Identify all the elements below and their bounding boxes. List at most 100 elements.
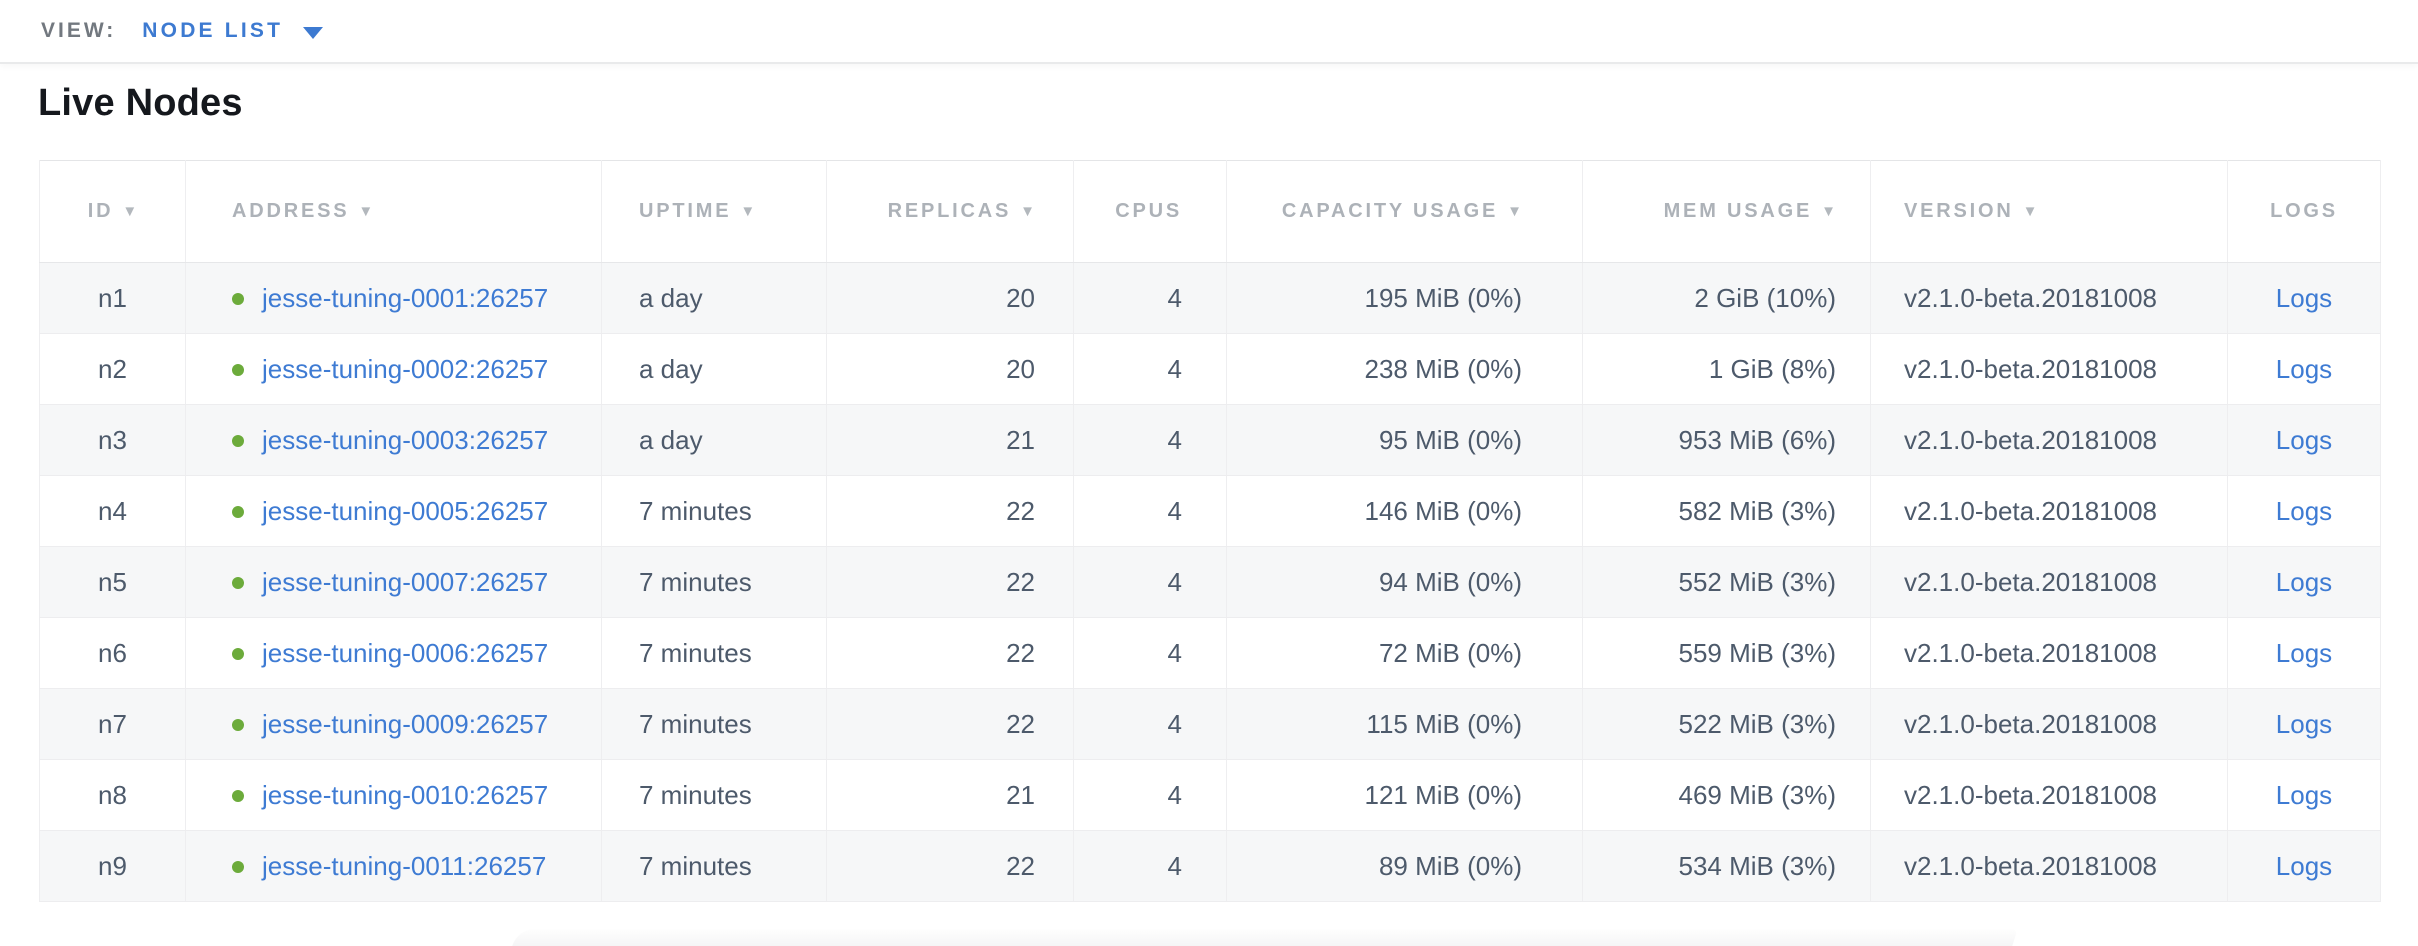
cell-replicas: 22 bbox=[826, 617, 1074, 689]
table-row: n3 jesse-tuning-0003:26257 a day 21 4 95 MiB … bbox=[39, 404, 2381, 476]
cell-uptime: 7 minutes bbox=[601, 759, 827, 831]
node-address-link[interactable]: jesse-tuning-0011:26257 bbox=[262, 850, 547, 881]
column-header-label: CAPACITY USAGE bbox=[1281, 200, 1499, 222]
node-logs-link[interactable]: Logs bbox=[2275, 708, 2333, 739]
cell-replicas: 21 bbox=[826, 759, 1074, 831]
node-logs-link[interactable]: Logs bbox=[2275, 566, 2333, 597]
cell-id: n9 bbox=[39, 830, 186, 902]
column-header-label: UPTIME bbox=[639, 200, 732, 222]
cell-logs: Logs bbox=[2227, 759, 2381, 831]
column-header-id[interactable]: ID ▼ bbox=[39, 160, 186, 263]
cell-uptime: 7 minutes bbox=[601, 475, 827, 547]
cell-address: jesse-tuning-0006:26257 bbox=[185, 617, 602, 689]
node-live-status-icon bbox=[232, 505, 244, 518]
cell-mem: 2 GiB (10%) bbox=[1582, 262, 1871, 334]
node-live-status-icon bbox=[232, 292, 244, 305]
node-address-link[interactable]: jesse-tuning-0010:26257 bbox=[262, 779, 549, 810]
cell-address: jesse-tuning-0001:26257 bbox=[185, 262, 602, 334]
node-logs-link[interactable]: Logs bbox=[2275, 353, 2333, 384]
cell-capacity: 95 MiB (0%) bbox=[1226, 404, 1583, 476]
view-dropdown-value: NODE LIST bbox=[142, 19, 284, 42]
node-live-status-icon bbox=[232, 789, 244, 802]
column-header-cpus: CPUS bbox=[1073, 160, 1227, 263]
table-header-row: ID ▼ ADDRESS ▼ UPTIME ▼ REPLICAS ▼ CPUS CAPACITY … bbox=[39, 160, 2381, 263]
cell-address: jesse-tuning-0005:26257 bbox=[185, 475, 602, 547]
cell-replicas: 21 bbox=[826, 404, 1074, 476]
node-logs-link[interactable]: Logs bbox=[2275, 424, 2333, 455]
cell-uptime: 7 minutes bbox=[601, 830, 827, 902]
sort-arrow-icon: ▼ bbox=[740, 203, 756, 220]
cell-id: n6 bbox=[39, 617, 186, 689]
cell-uptime: 7 minutes bbox=[601, 617, 827, 689]
node-address-link[interactable]: jesse-tuning-0006:26257 bbox=[262, 637, 549, 668]
cell-replicas: 22 bbox=[826, 546, 1074, 618]
node-live-status-icon bbox=[232, 363, 244, 376]
column-header-uptime[interactable]: UPTIME ▼ bbox=[601, 160, 827, 263]
table-row: n8 jesse-tuning-0010:26257 7 minutes 21 4 121… bbox=[39, 759, 2381, 831]
cell-id: n3 bbox=[39, 404, 186, 476]
cell-logs: Logs bbox=[2227, 475, 2381, 547]
column-header-address[interactable]: ADDRESS ▼ bbox=[185, 160, 602, 263]
cell-replicas: 20 bbox=[826, 262, 1074, 334]
node-logs-link[interactable]: Logs bbox=[2275, 850, 2333, 881]
cell-address: jesse-tuning-0009:26257 bbox=[185, 688, 602, 760]
cell-logs: Logs bbox=[2227, 688, 2381, 760]
column-header-label: LOGS bbox=[2270, 200, 2338, 222]
node-logs-link[interactable]: Logs bbox=[2275, 282, 2333, 313]
cell-cpus: 4 bbox=[1073, 262, 1227, 334]
cell-capacity: 238 MiB (0%) bbox=[1226, 333, 1583, 405]
column-header-replicas[interactable]: REPLICAS ▼ bbox=[826, 160, 1074, 263]
cell-mem: 1 GiB (8%) bbox=[1582, 333, 1871, 405]
live-nodes-table: ID ▼ ADDRESS ▼ UPTIME ▼ REPLICAS ▼ CPUS CAPACITY … bbox=[39, 160, 2381, 902]
node-address-link[interactable]: jesse-tuning-0002:26257 bbox=[262, 353, 549, 384]
cell-replicas: 22 bbox=[826, 830, 1074, 902]
cell-mem: 953 MiB (6%) bbox=[1582, 404, 1871, 476]
cell-address: jesse-tuning-0011:26257 bbox=[185, 830, 602, 902]
column-header-mem[interactable]: MEM USAGE ▼ bbox=[1582, 160, 1871, 263]
table-row: n7 jesse-tuning-0009:26257 7 minutes 22 4 115… bbox=[39, 688, 2381, 760]
node-live-status-icon bbox=[232, 434, 244, 447]
sort-arrow-icon: ▼ bbox=[358, 203, 374, 220]
view-label: VIEW: bbox=[41, 19, 117, 42]
node-address-link[interactable]: jesse-tuning-0001:26257 bbox=[262, 282, 549, 313]
node-logs-link[interactable]: Logs bbox=[2275, 779, 2333, 810]
cell-version: v2.1.0-beta.20181008 bbox=[1870, 475, 2228, 547]
cell-logs: Logs bbox=[2227, 333, 2381, 405]
sort-arrow-icon: ▼ bbox=[2022, 203, 2038, 220]
node-address-link[interactable]: jesse-tuning-0003:26257 bbox=[262, 424, 549, 455]
node-address-link[interactable]: jesse-tuning-0005:26257 bbox=[262, 495, 549, 526]
cell-replicas: 22 bbox=[826, 688, 1074, 760]
cell-address: jesse-tuning-0003:26257 bbox=[185, 404, 602, 476]
cell-logs: Logs bbox=[2227, 262, 2381, 334]
cell-uptime: 7 minutes bbox=[601, 546, 827, 618]
cell-cpus: 4 bbox=[1073, 546, 1227, 618]
sort-arrow-icon: ▼ bbox=[1507, 203, 1522, 220]
node-live-status-icon bbox=[232, 647, 244, 660]
column-header-label: ADDRESS bbox=[232, 200, 350, 222]
cell-id: n1 bbox=[39, 262, 186, 334]
cell-address: jesse-tuning-0002:26257 bbox=[185, 333, 602, 405]
node-live-status-icon bbox=[232, 718, 244, 731]
node-logs-link[interactable]: Logs bbox=[2275, 637, 2333, 668]
column-header-logs: LOGS bbox=[2227, 160, 2381, 263]
cell-id: n5 bbox=[39, 546, 186, 618]
cell-mem: 559 MiB (3%) bbox=[1582, 617, 1871, 689]
column-header-capacity[interactable]: CAPACITY USAGE ▼ bbox=[1226, 160, 1583, 263]
cell-mem: 582 MiB (3%) bbox=[1582, 475, 1871, 547]
node-logs-link[interactable]: Logs bbox=[2275, 495, 2333, 526]
cell-mem: 534 MiB (3%) bbox=[1582, 830, 1871, 902]
table-row: n9 jesse-tuning-0011:26257 7 minutes 22 4 89 … bbox=[39, 830, 2381, 902]
cell-mem: 469 MiB (3%) bbox=[1582, 759, 1871, 831]
cell-version: v2.1.0-beta.20181008 bbox=[1870, 262, 2228, 334]
cell-uptime: a day bbox=[601, 333, 827, 405]
page-title: Live Nodes bbox=[38, 82, 243, 124]
column-header-version[interactable]: VERSION ▼ bbox=[1870, 160, 2228, 263]
cell-version: v2.1.0-beta.20181008 bbox=[1870, 546, 2228, 618]
cell-logs: Logs bbox=[2227, 404, 2381, 476]
node-address-link[interactable]: jesse-tuning-0007:26257 bbox=[262, 566, 549, 597]
cell-address: jesse-tuning-0010:26257 bbox=[185, 759, 602, 831]
node-address-link[interactable]: jesse-tuning-0009:26257 bbox=[262, 708, 549, 739]
view-dropdown[interactable]: NODE LIST bbox=[142, 19, 324, 43]
cell-logs: Logs bbox=[2227, 546, 2381, 618]
cell-capacity: 72 MiB (0%) bbox=[1226, 617, 1583, 689]
